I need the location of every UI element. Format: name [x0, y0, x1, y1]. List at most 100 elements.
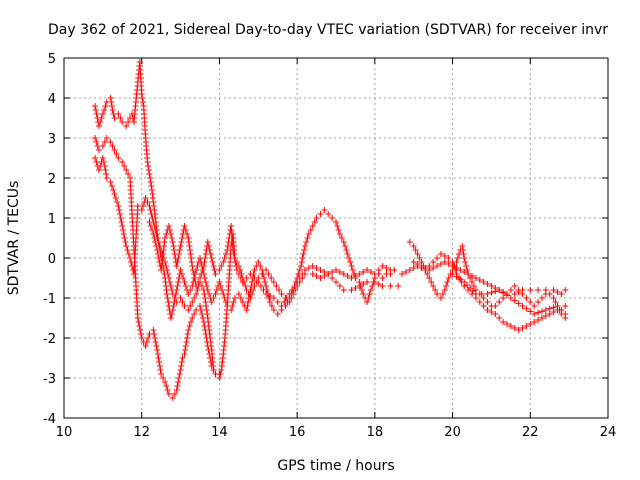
data-point [189, 315, 196, 321]
data-point [182, 227, 189, 233]
data-point [134, 315, 141, 321]
data-point [484, 291, 491, 297]
data-point [138, 91, 145, 97]
data-point [496, 315, 503, 321]
x-tick-label: 18 [367, 425, 384, 440]
data-point [519, 287, 526, 293]
data-point [257, 263, 264, 269]
data-point [108, 99, 115, 105]
data-point [270, 307, 277, 313]
data-point [333, 219, 339, 225]
data-point [181, 279, 188, 285]
data-point [430, 259, 437, 265]
data-point [444, 279, 451, 285]
data-point [336, 231, 343, 237]
data-point [125, 119, 132, 125]
data-point [107, 139, 114, 145]
data-point [480, 279, 487, 285]
data-point [94, 143, 101, 149]
data-point [195, 279, 202, 285]
data-point [170, 303, 177, 309]
data-point [281, 299, 288, 305]
data-point [163, 291, 170, 297]
data-point [95, 147, 102, 153]
data-point [443, 283, 450, 289]
data-point [147, 207, 154, 213]
data-point [207, 251, 214, 257]
data-point [124, 247, 131, 253]
data-point [453, 273, 460, 280]
data-point [406, 239, 413, 245]
data-point [188, 255, 195, 261]
data-point [500, 295, 507, 301]
data-point [263, 283, 270, 289]
data-point [247, 295, 254, 301]
data-point [294, 279, 301, 285]
data-point [143, 339, 150, 345]
data-point [178, 359, 185, 365]
data-point [156, 363, 163, 369]
data-point [546, 291, 553, 297]
data-point [452, 267, 459, 273]
data-point [464, 282, 471, 288]
data-point [500, 289, 507, 296]
data-point [177, 267, 184, 273]
data-point [298, 263, 305, 269]
data-point [166, 227, 173, 233]
data-point [301, 243, 308, 249]
data-point [207, 355, 214, 361]
data-point [184, 331, 191, 337]
data-point [360, 291, 367, 297]
data-point [251, 267, 258, 273]
data-point [317, 211, 324, 217]
data-point [187, 319, 194, 325]
data-point [257, 283, 264, 289]
data-point [200, 287, 207, 293]
data-point [197, 255, 203, 261]
data-point [101, 163, 108, 169]
data-point [199, 267, 206, 273]
data-point [317, 267, 324, 273]
data-point [476, 299, 483, 305]
data-point [424, 271, 431, 277]
data-point [426, 263, 433, 269]
data-point [450, 263, 457, 269]
data-point [441, 253, 448, 259]
data-point [562, 287, 569, 293]
data-point [348, 275, 355, 281]
data-point [340, 271, 347, 277]
data-point [164, 387, 171, 393]
data-point [247, 271, 254, 277]
data-point [430, 283, 437, 289]
data-point [523, 295, 530, 301]
x-tick-label: 10 [56, 425, 73, 440]
data-point [191, 275, 198, 281]
data-point [375, 267, 382, 273]
data-point [531, 303, 538, 309]
data-point [144, 159, 151, 165]
data-point [235, 271, 242, 277]
data-point [168, 287, 175, 293]
data-point [492, 311, 499, 317]
data-point [335, 227, 342, 233]
data-point [163, 267, 170, 273]
data-point [217, 283, 224, 289]
data-point [198, 271, 205, 277]
data-point [552, 299, 559, 305]
data-point [445, 255, 452, 261]
data-point [160, 375, 167, 381]
data-point [125, 171, 132, 177]
data-point [179, 299, 186, 305]
x-tick-label: 14 [211, 425, 228, 440]
data-point [428, 279, 435, 285]
data-point [469, 279, 475, 285]
data-point [356, 271, 363, 277]
data-point [239, 299, 246, 305]
data-point [111, 115, 118, 121]
data-point [492, 303, 499, 309]
data-point [511, 325, 518, 331]
data-point [113, 151, 120, 157]
data-point [216, 267, 223, 273]
data-point [317, 275, 324, 281]
data-point [348, 263, 355, 269]
